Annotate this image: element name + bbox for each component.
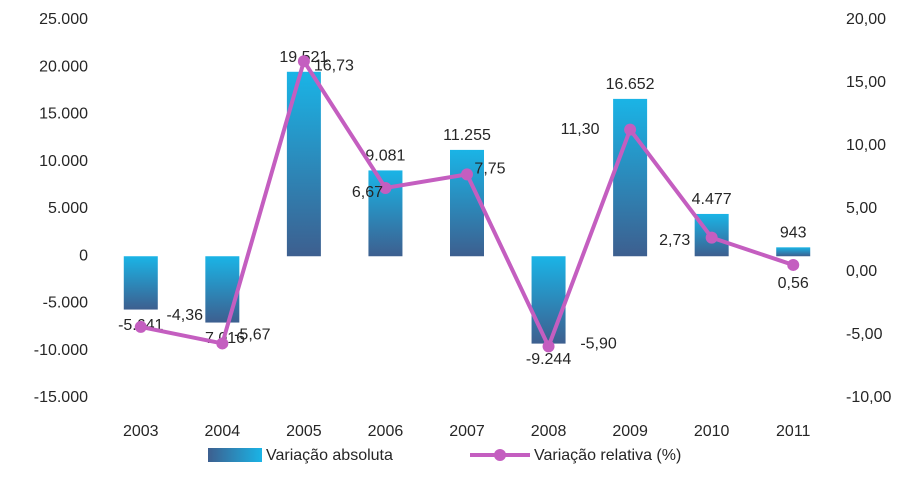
legend-label: Variação absoluta	[266, 447, 393, 464]
bar	[531, 256, 566, 344]
bar-label: 943	[780, 225, 807, 242]
y-tick-label: 25.000	[39, 11, 88, 28]
x-tick-label: 2009	[612, 423, 648, 440]
line-label: 2,73	[659, 232, 690, 249]
line-marker	[297, 55, 310, 68]
legend-label: Variação relativa (%)	[534, 447, 681, 464]
x-tick-label: 2007	[449, 423, 485, 440]
bar	[205, 256, 240, 323]
line-label: 0,56	[778, 275, 809, 292]
line-marker	[216, 337, 229, 350]
y-tick-label: 5.000	[48, 200, 88, 217]
y2-tick-label: 15,00	[846, 74, 886, 91]
line-label: -5,90	[580, 336, 617, 353]
bar-label: 16.652	[606, 76, 655, 93]
bar-label: 9.081	[365, 148, 405, 165]
line-label: 16,73	[314, 57, 354, 74]
line-label: 7,75	[474, 161, 505, 178]
y-tick-label: 15.000	[39, 106, 88, 123]
y-tick-label: -10.000	[34, 342, 88, 359]
x-tick-label: 2010	[694, 423, 730, 440]
y2-tick-label: -10,00	[846, 389, 891, 406]
line-label: -5,67	[234, 327, 271, 344]
y-tick-label: -5.000	[43, 295, 88, 312]
line-marker	[379, 181, 392, 194]
line-marker	[705, 231, 718, 244]
line-label: 6,67	[352, 184, 383, 201]
y-tick-label: 20.000	[39, 58, 88, 75]
bar-label: -9.244	[526, 351, 571, 368]
line-label: -4,36	[167, 307, 204, 324]
y2-tick-label: 5,00	[846, 200, 877, 217]
x-tick-label: 2006	[368, 423, 404, 440]
y-tick-label: 0	[79, 247, 88, 264]
bar-label: 11.255	[443, 127, 491, 144]
line-marker	[134, 320, 147, 333]
x-tick-label: 2003	[123, 423, 159, 440]
x-tick-label: 2008	[531, 423, 567, 440]
line-marker	[787, 258, 800, 271]
legend-swatch	[494, 449, 506, 461]
y2-tick-label: 20,00	[846, 11, 886, 28]
y-tick-label: 10.000	[39, 153, 88, 170]
line-marker	[542, 340, 555, 353]
y2-tick-label: -5,00	[846, 326, 883, 343]
y2-tick-label: 10,00	[846, 137, 886, 154]
y-tick-label: -15.000	[34, 389, 88, 406]
bar	[450, 149, 484, 257]
line-marker	[461, 168, 473, 181]
x-tick-label: 2004	[205, 423, 241, 440]
x-tick-label: 2005	[286, 423, 322, 440]
bar-label: 4.477	[692, 191, 732, 208]
y2-tick-label: 0,00	[846, 263, 877, 280]
legend-swatch	[208, 448, 262, 462]
bar	[613, 98, 648, 257]
bar	[123, 256, 158, 310]
line-label: 11,30	[561, 121, 600, 138]
line-marker	[624, 123, 637, 136]
x-tick-label: 2011	[776, 423, 811, 440]
bar	[776, 247, 811, 257]
